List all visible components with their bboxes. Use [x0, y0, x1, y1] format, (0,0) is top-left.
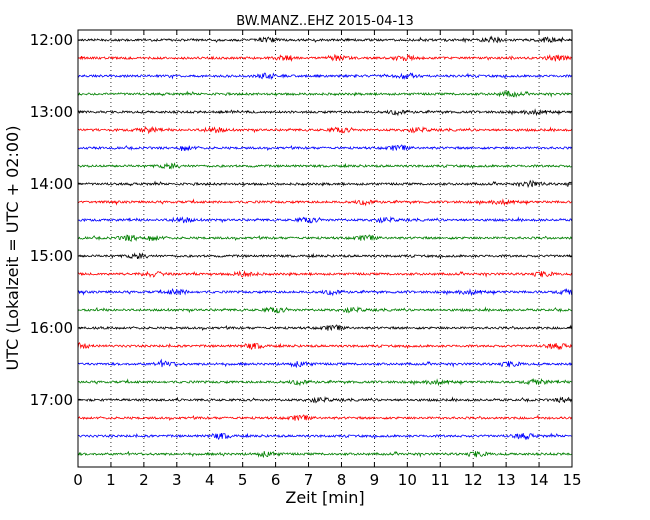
x-tick-label: 10	[398, 471, 417, 489]
y-tick-label: 17:00	[30, 391, 73, 409]
trace-line	[77, 35, 572, 44]
trace-line	[77, 324, 572, 331]
y-tick-label: 14:00	[30, 175, 73, 193]
trace-line	[77, 252, 572, 260]
trace-line	[77, 306, 572, 314]
y-tick-label: 15:00	[30, 247, 73, 265]
axes: 0 1 2 3 4 5 6 7 8 9 10 11 12 13 14 1512:0013:0014:0015:…	[30, 30, 582, 489]
trace-line	[77, 162, 572, 170]
trace-line	[77, 378, 572, 387]
x-tick-label: 14	[530, 471, 549, 489]
x-tick-label: 11	[431, 471, 450, 489]
trace-line	[77, 270, 572, 278]
trace-line	[77, 358, 572, 369]
x-tick-label: 2	[139, 471, 149, 489]
x-tick-label: 7	[304, 471, 314, 489]
trace-line	[77, 342, 572, 351]
y-axis-label: UTC (Lokalzeit = UTC + 02:00)	[3, 126, 22, 371]
trace-line	[77, 396, 572, 404]
x-tick-label: 3	[172, 471, 182, 489]
trace-line	[77, 414, 572, 421]
x-tick-label: 6	[271, 471, 281, 489]
x-tick-label: 4	[205, 471, 215, 489]
trace-line	[77, 287, 572, 297]
x-tick-label: 8	[337, 471, 347, 489]
x-tick-label: 9	[370, 471, 380, 489]
trace-line	[77, 144, 572, 152]
grid-lines	[110, 30, 540, 467]
trace-line	[77, 72, 572, 81]
trace-line	[77, 108, 572, 117]
trace-line	[77, 450, 572, 459]
trace-line	[77, 53, 572, 62]
traces	[77, 35, 572, 459]
plot-frame	[77, 29, 573, 468]
trace-line	[77, 179, 572, 189]
trace-line	[77, 198, 572, 207]
y-tick-label: 13:00	[30, 103, 73, 121]
trace-line	[77, 125, 572, 135]
trace-line	[77, 89, 572, 98]
y-tick-label: 12:00	[30, 31, 73, 49]
x-tick-label: 13	[497, 471, 516, 489]
x-tick-label: 12	[464, 471, 483, 489]
trace-line	[77, 432, 572, 441]
trace-line	[77, 234, 572, 242]
chart-title: BW.MANZ..EHZ 2015-04-13	[236, 14, 414, 29]
trace-line	[77, 216, 572, 224]
x-tick-label: 15	[562, 471, 581, 489]
x-tick-label: 0	[73, 471, 83, 489]
x-axis-label: Zeit [min]	[285, 488, 364, 507]
x-tick-label: 5	[238, 471, 248, 489]
x-tick-label: 1	[106, 471, 116, 489]
y-tick-label: 16:00	[30, 319, 73, 337]
